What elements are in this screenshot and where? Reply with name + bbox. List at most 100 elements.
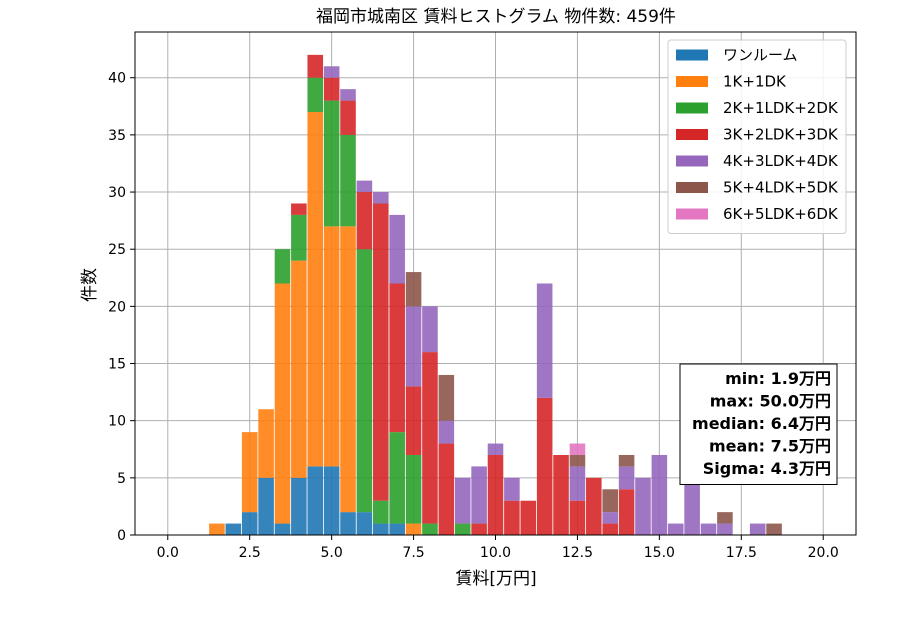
bar-segment-3 [422,523,438,535]
bar-segment-3 [274,249,291,284]
bar-segment-5 [602,512,618,524]
y-tick-label: 10 [108,414,126,430]
bar-segment-5 [700,523,717,535]
bar-segment-2 [291,260,307,478]
bar-segment-5 [454,477,471,524]
bar-segment-4 [291,203,307,215]
bar-segment-2 [241,432,258,513]
bar-segment-5 [422,306,438,353]
y-tick-label: 5 [117,471,126,487]
bar-segment-4 [536,397,553,535]
x-tick-label: 17.5 [726,545,757,561]
legend-swatch [676,182,708,193]
bar-segment-5 [569,466,586,501]
bar-segment-4 [586,477,602,535]
bar-segment-4 [487,454,504,535]
bar-segment-1 [373,523,389,535]
bar-segment-4 [471,523,487,535]
x-tick-label: 12.5 [562,545,593,561]
bar-segment-4 [373,203,389,501]
bar-segment-5 [717,523,733,535]
legend-swatch [676,208,708,220]
x-tick-label: 7.5 [402,545,424,561]
bar-segment-5 [389,214,405,284]
axis-ticks: 0.0 2.5 5.0 7.5 10.0 12.5 15.0 17.5 20.0 0 5 10 15 20… [108,71,839,561]
x-axis-label: 賃料[万円] [455,569,536,589]
bar-segment-4 [569,500,586,535]
chart-title: 福岡市城南区 賃料ヒストグラム 物件数: 459件 [316,7,676,27]
bar-segment-4 [504,500,520,535]
bar-segment-4 [520,500,537,535]
y-tick-label: 0 [117,528,126,544]
bar-segment-3 [389,432,405,524]
bar-segment-5 [667,523,684,535]
legend-swatch [676,49,708,61]
bar-segment-4 [356,192,373,250]
bar-segment-2 [307,112,324,467]
legend-label: 5K+4LDK+5DK [723,179,839,197]
bar-segment-5 [487,443,504,455]
bar-segment-3 [356,249,373,513]
legend-label: 4K+3LDK+4DK [723,152,839,170]
bar-segment-2 [209,523,225,535]
stats-line: min: 1.9万円 [725,369,831,388]
y-tick-label: 40 [108,71,126,87]
bar-segment-5 [684,477,700,535]
legend-swatch [676,76,708,87]
bar-segment-1 [389,523,405,535]
bar-segment-5 [373,192,389,204]
y-tick-label: 35 [108,128,126,144]
bar-segment-3 [307,77,324,113]
y-tick-label: 30 [108,185,126,201]
bar-segment-4 [389,283,405,433]
bar-segment-3 [373,500,389,524]
bar-segment-2 [323,226,340,467]
legend-label: 3K+2LDK+3DK [723,126,839,144]
x-tick-label: 5.0 [321,545,343,561]
bar-segment-5 [405,306,422,387]
bar-segment-6 [602,489,618,513]
bar-segment-5 [618,466,635,490]
x-tick-label: 20.0 [808,545,839,561]
legend-label: 1K+1DK [723,73,787,91]
bar-segment-6 [569,454,586,467]
legend-swatch [676,155,708,167]
bar-segment-1 [225,523,242,535]
bar-segment-4 [602,523,618,535]
bar-segment-5 [438,420,455,444]
bar-segment-5 [471,466,487,524]
stats-box: min: 1.9万円 max: 50.0万円 median: 6.4万円 mean: … [679,363,838,485]
legend-swatch [676,102,708,114]
bar-segment-3 [291,214,307,261]
bar-segment-2 [274,283,291,524]
x-tick-label: 2.5 [239,545,261,561]
stats-line: Sigma: 4.3万円 [703,459,831,478]
bar-segment-4 [422,352,438,524]
x-tick-label: 0.0 [157,545,179,561]
x-tick-label: 15.0 [644,545,675,561]
bar-segment-4 [438,443,455,535]
bar-segment-4 [323,77,340,101]
bar-segment-7 [569,443,586,455]
stats-box-frame [679,363,838,485]
legend-label: 2K+1LDK+2DK [723,99,839,117]
x-tick-label: 10.0 [480,545,511,561]
bar-segment-2 [340,226,356,513]
bar-segment-5 [504,477,520,501]
bar-segment-1 [307,466,324,535]
bar-segment-3 [340,134,356,227]
bar-segment-5 [536,283,553,398]
bar-segment-3 [405,454,422,524]
bar-segment-2 [258,409,274,478]
bar-segment-1 [291,477,307,535]
bar-segment-1 [356,512,373,535]
bar-segment-6 [717,512,733,524]
legend: ワンルーム 1K+1DK 2K+1LDK+2DK 3K+2LDK+3DK 4K+3LDK… [667,39,847,234]
bar-segment-3 [454,523,471,535]
bar-segment-6 [618,454,635,467]
y-tick-label: 20 [108,299,126,315]
bar-segment-5 [340,89,356,101]
bar-segment-4 [405,386,422,455]
y-tick-label: 15 [108,357,126,373]
